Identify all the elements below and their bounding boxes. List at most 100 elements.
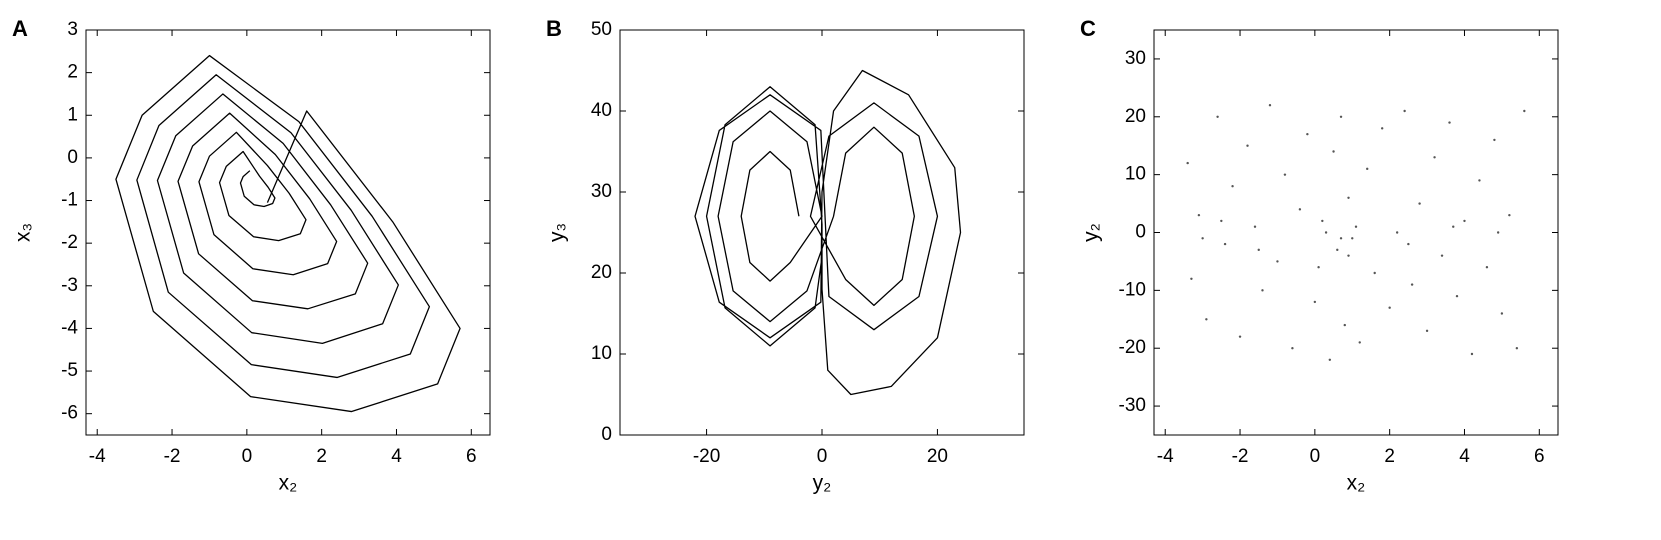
scatter-point (1328, 358, 1332, 361)
x-tick-label: -20 (693, 446, 720, 467)
panel-label: C (1080, 16, 1096, 41)
scatter-point (1351, 237, 1354, 240)
scatter-point (1261, 289, 1264, 292)
x-tick-label: 4 (1459, 446, 1470, 467)
x-tick-label: 4 (391, 446, 402, 467)
y-tick-label: 3 (67, 19, 78, 40)
scatter-point (1373, 271, 1376, 275)
y-tick-label: 30 (591, 181, 612, 202)
scatter-point (1276, 260, 1279, 263)
x-tick-label: 0 (242, 446, 253, 467)
scatter-point (1452, 225, 1455, 228)
scatter-point (1470, 352, 1474, 356)
scatter-point (1257, 248, 1260, 252)
y-tick-label: -4 (61, 317, 78, 338)
scatter-point (1407, 242, 1410, 246)
plot-frame (85, 29, 491, 436)
scatter-point (1313, 300, 1317, 304)
y-tick-label: 0 (1135, 222, 1146, 243)
y-tick-label: -5 (61, 360, 78, 381)
scatter-point (1336, 248, 1339, 252)
scatter-point (1366, 167, 1369, 171)
y-tick-label: 20 (1125, 106, 1146, 127)
x-axis-label: x₂ (279, 472, 298, 495)
scatter-point (1253, 225, 1257, 228)
x-tick-label: 2 (316, 446, 327, 467)
x-tick-label: 6 (466, 446, 477, 467)
trajectory (115, 54, 461, 413)
scatter-point (1347, 196, 1350, 199)
scatter-point (1347, 254, 1350, 257)
scatter-point (1197, 213, 1201, 217)
scatter-point (1186, 161, 1189, 165)
panel-label: B (546, 16, 562, 41)
scatter-point (1205, 318, 1208, 321)
scatter-point (1455, 294, 1459, 298)
y-tick-label: 1 (67, 104, 78, 125)
scatter-point (1317, 266, 1320, 269)
y-tick-label: -3 (61, 275, 78, 296)
y-tick-label: -1 (61, 190, 78, 211)
scatter-point (1238, 335, 1242, 338)
y-axis-label: y₂ (1080, 223, 1103, 242)
y-axis-label: y₃ (546, 223, 569, 242)
scatter-point (1216, 115, 1219, 118)
scatter-point (1388, 306, 1391, 309)
scatter-point (1523, 109, 1526, 113)
y-tick-label: 20 (591, 262, 612, 283)
scatter-point (1190, 277, 1193, 280)
y-tick-label: -6 (61, 403, 78, 424)
y-tick-label: 30 (1125, 48, 1146, 69)
scatter-point (1440, 254, 1444, 257)
scatter-point (1508, 213, 1511, 217)
scatter-point (1339, 237, 1343, 240)
scatter-point (1410, 283, 1414, 286)
scatter-point (1306, 132, 1309, 136)
scatter-point (1298, 208, 1302, 211)
y-tick-label: -2 (61, 232, 78, 253)
scatter-point (1220, 219, 1223, 223)
scatter-point (1380, 127, 1384, 130)
scatter-point (1343, 323, 1346, 327)
x-tick-label: 2 (1384, 446, 1395, 467)
scatter-point (1496, 231, 1500, 234)
y-tick-label: -10 (1119, 279, 1146, 300)
x-tick-label: -2 (164, 446, 181, 467)
y-tick-label: 2 (67, 62, 78, 83)
trajectory (694, 69, 962, 396)
scatter-point (1268, 104, 1272, 107)
x-tick-label: 20 (927, 446, 948, 467)
y-axis-label: x₃ (12, 223, 35, 242)
x-axis-label: x₂ (1347, 472, 1366, 495)
x-axis-label: y₂ (813, 472, 832, 495)
scatter-point (1358, 341, 1361, 344)
scatter-point (1425, 329, 1429, 333)
scatter-point (1332, 150, 1335, 153)
panel-label: A (12, 16, 28, 41)
scatter-point (1223, 242, 1227, 246)
scatter-point (1324, 231, 1328, 234)
scatter-point (1246, 144, 1249, 147)
x-tick-label: 0 (1310, 446, 1321, 467)
scatter-point (1339, 115, 1343, 118)
x-tick-label: -4 (89, 446, 106, 467)
x-tick-label: -4 (1157, 446, 1174, 467)
scatter-point (1395, 231, 1399, 234)
scatter-point (1448, 121, 1451, 124)
scatter-point (1463, 219, 1466, 223)
y-tick-label: 0 (67, 147, 78, 168)
scatter-point (1354, 225, 1358, 228)
x-tick-label: 6 (1534, 446, 1545, 467)
y-tick-label: 50 (591, 19, 612, 40)
x-tick-label: -2 (1232, 446, 1249, 467)
scatter-point (1283, 173, 1287, 176)
scatter-point (1493, 138, 1496, 142)
scatter-point (1291, 347, 1294, 350)
scatter-point (1478, 179, 1481, 182)
y-tick-label: 10 (1125, 164, 1146, 185)
y-tick-label: -30 (1119, 395, 1146, 416)
scatter-point (1321, 219, 1324, 223)
scatter-point (1403, 109, 1406, 113)
